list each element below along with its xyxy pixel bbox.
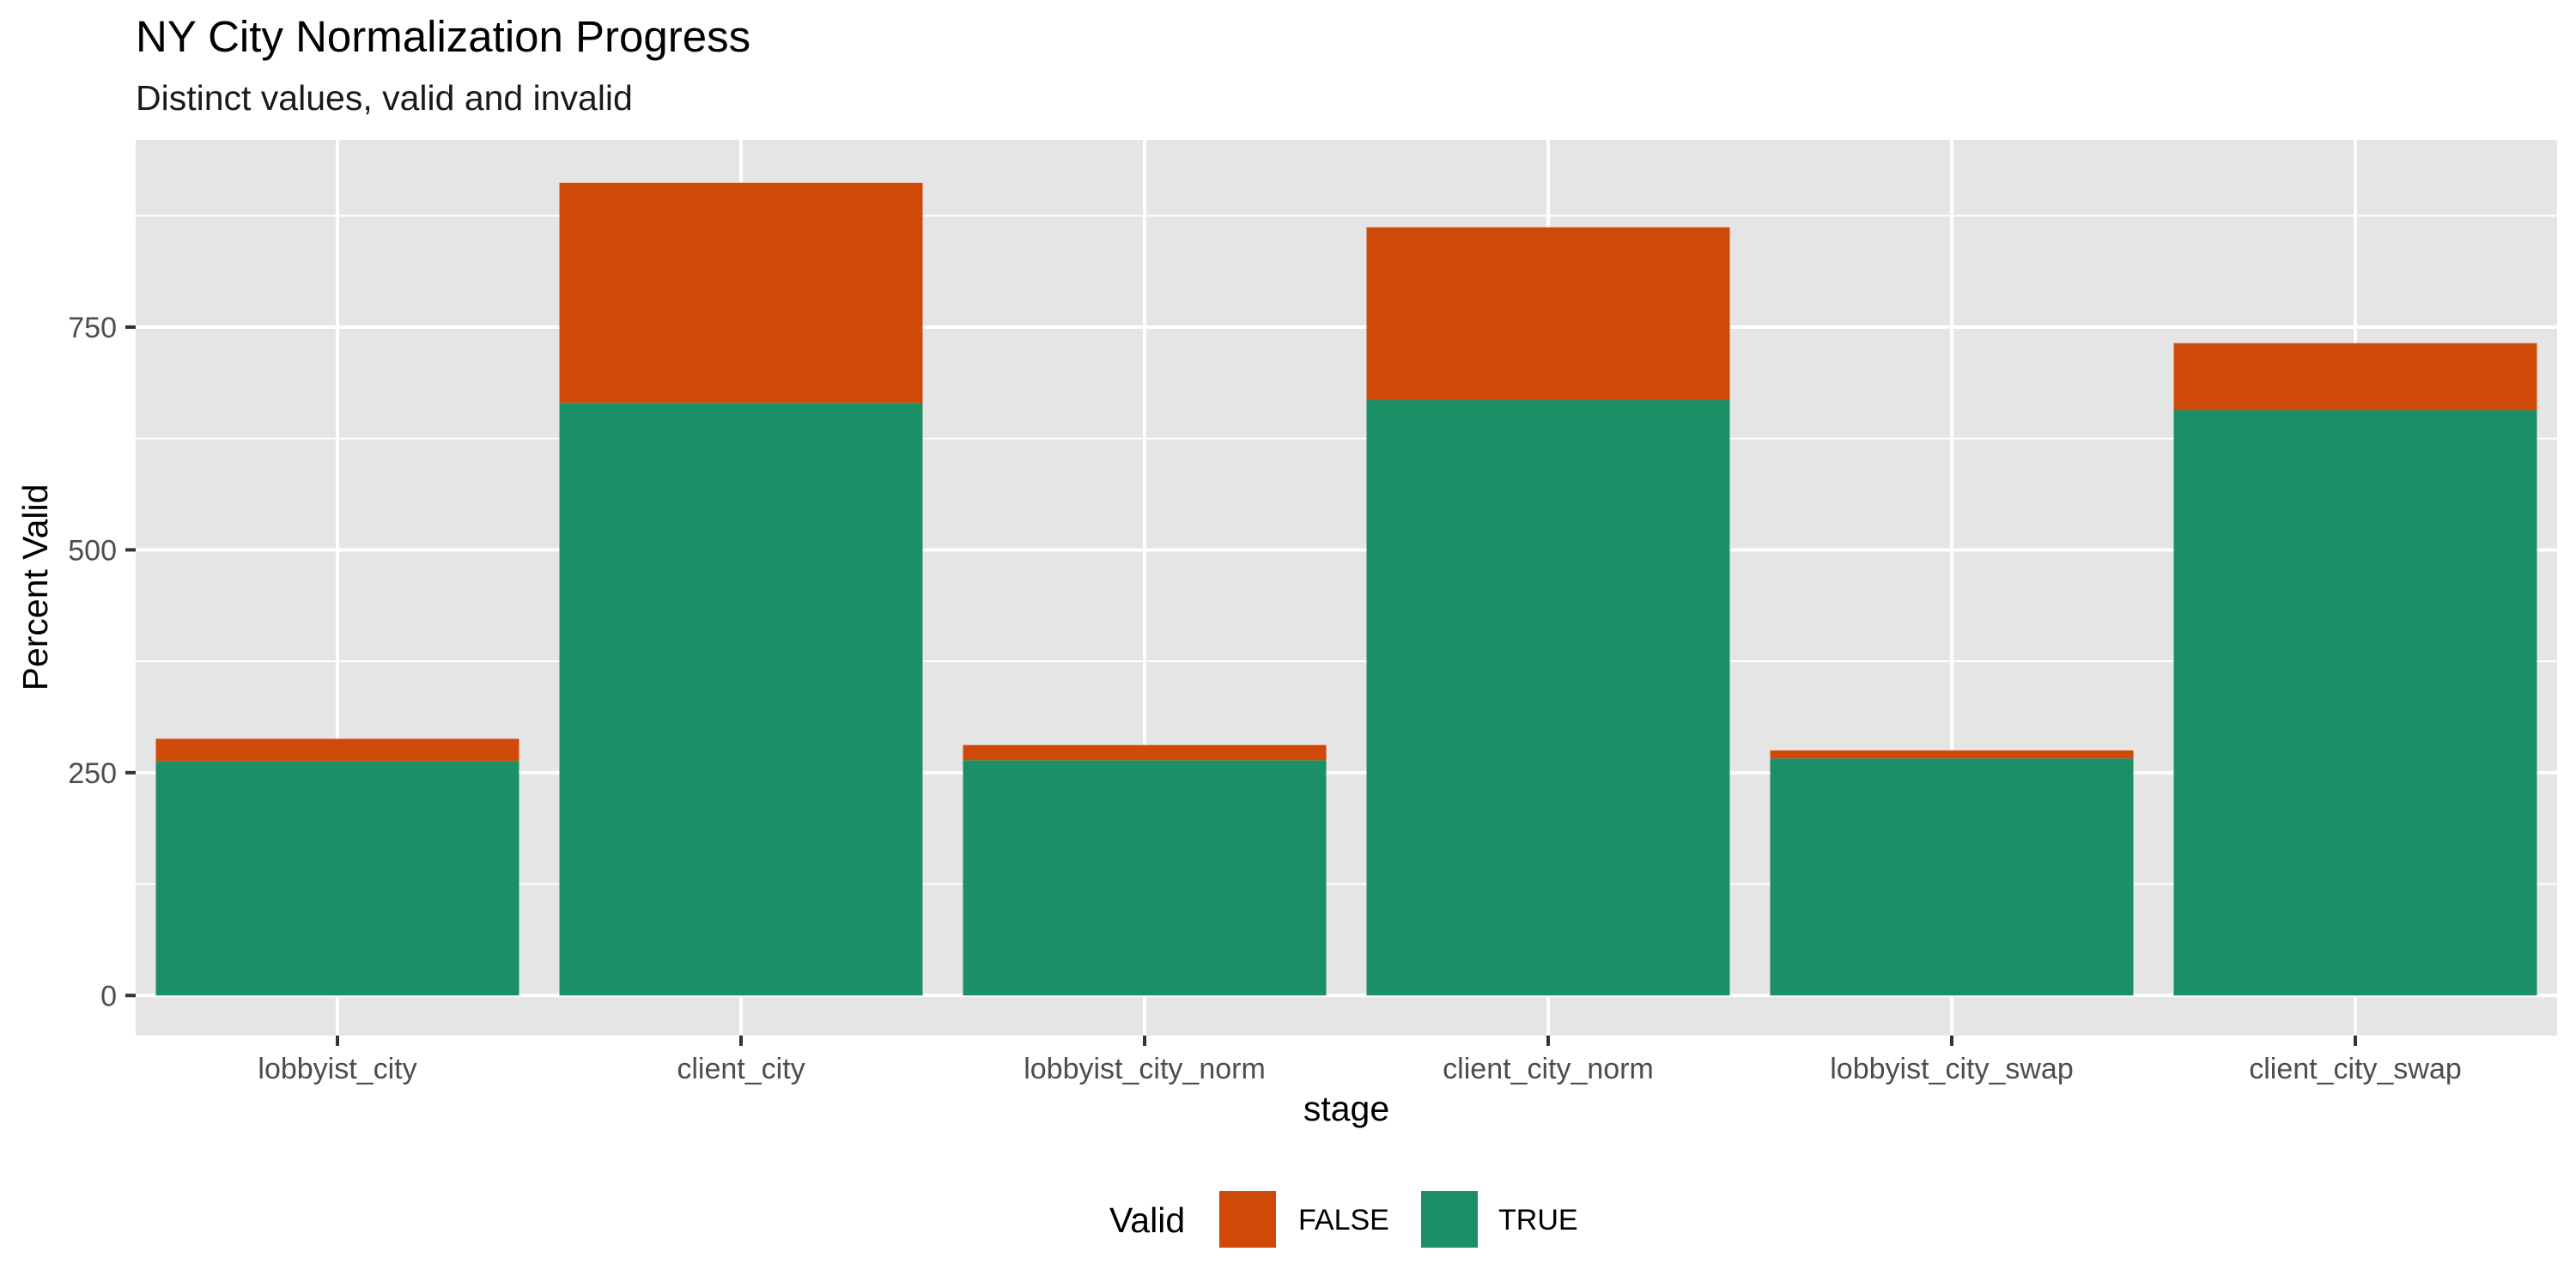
- legend-label-true: TRUE: [1498, 1204, 1578, 1236]
- y-tick-label: 0: [100, 980, 117, 1012]
- grid-minor: [136, 215, 2557, 885]
- bar-client_city_swap-false: [2173, 343, 2537, 410]
- x-tick-label: lobbyist_city_norm: [1024, 1053, 1266, 1085]
- bars: [155, 182, 2537, 996]
- x-tick-label: client_city_swap: [2249, 1053, 2462, 1085]
- chart-subtitle: Distinct values, valid and invalid: [136, 78, 633, 118]
- bar-lobbyist_city_norm-false: [963, 744, 1327, 761]
- x-tick-label: client_city: [677, 1053, 805, 1085]
- y-tick-label: 500: [68, 534, 117, 567]
- bar-client_city_norm-true: [1366, 400, 1730, 996]
- legend-key-false: [1219, 1191, 1276, 1248]
- plot-panel: [136, 140, 2557, 1036]
- x-tick-label: lobbyist_city_swap: [1830, 1053, 2073, 1085]
- bar-lobbyist_city-true: [155, 761, 519, 996]
- y-axis: 0 250 500 750: [68, 312, 136, 1012]
- bar-client_city-true: [559, 403, 923, 996]
- bar-lobbyist_city-false: [155, 738, 519, 762]
- bar-client_city_swap-true: [2173, 410, 2537, 996]
- y-tick-label: 750: [68, 312, 117, 344]
- x-axis: lobbyist_city client_city lobbyist_city_no…: [258, 1036, 2462, 1085]
- x-axis-title: stage: [1303, 1089, 1389, 1128]
- y-tick-label: 250: [68, 757, 117, 790]
- legend-title: Valid: [1109, 1200, 1185, 1240]
- bar-lobbyist_city_swap-true: [1770, 758, 2134, 996]
- bar-client_city-false: [559, 182, 923, 404]
- legend-key-true: [1421, 1191, 1478, 1248]
- chart-title: NY City Normalization Progress: [136, 12, 750, 61]
- x-tick-label: client_city_norm: [1443, 1053, 1654, 1085]
- bar-lobbyist_city_swap-false: [1770, 750, 2134, 759]
- legend-label-false: FALSE: [1298, 1204, 1389, 1236]
- legend: Valid FALSE TRUE: [1109, 1191, 1578, 1248]
- x-tick-label: lobbyist_city: [258, 1053, 416, 1085]
- bar-lobbyist_city_norm-true: [963, 760, 1327, 996]
- y-axis-title: Percent Valid: [15, 484, 55, 691]
- bar-client_city_norm-false: [1366, 227, 1730, 401]
